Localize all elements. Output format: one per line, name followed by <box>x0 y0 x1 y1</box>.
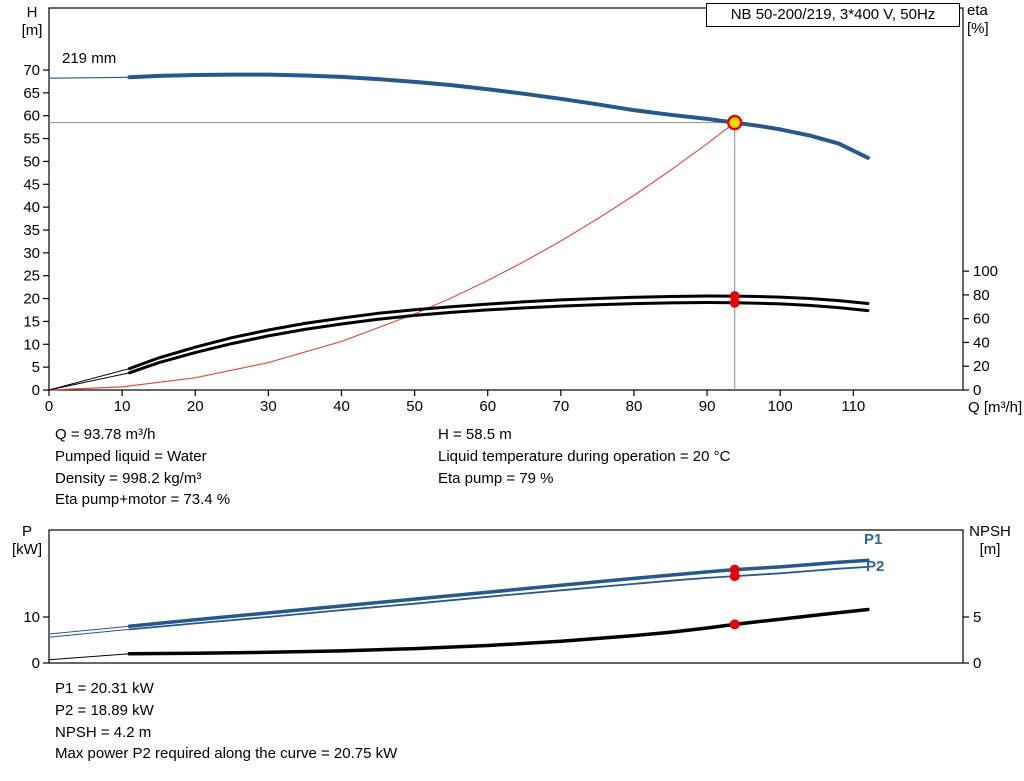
eta-tick-label: 40 <box>973 334 990 351</box>
npsh-axis-unit: [m] <box>979 541 1001 558</box>
h-tick-label: 20 <box>23 291 40 308</box>
duty-info-right: H = 58.5 m Liquid temperature during ope… <box>438 424 730 489</box>
series-eta-pump-motor-lead-in <box>48 372 130 391</box>
max-power-value: Max power P2 required along the curve = … <box>55 745 398 763</box>
series-system-curve <box>48 121 736 391</box>
head-axis-symbol: H <box>26 4 38 21</box>
head-value: H = 58.5 m <box>438 426 512 443</box>
h-tick-label: 45 <box>23 176 40 193</box>
qh-chart-frame <box>48 7 964 391</box>
power-info: P1 = 20.31 kW P2 = 18.89 kW NPSH = 4.2 m… <box>55 678 397 765</box>
eta-pump-value: Eta pump = 79 % <box>438 469 554 487</box>
p2-curve-label: P2 <box>866 558 885 575</box>
p1-curve-label: P1 <box>864 531 883 548</box>
q-tick-label: 50 <box>406 398 423 415</box>
eta-axis-unit: [%] <box>967 20 989 37</box>
h-tick-label: 15 <box>23 313 40 330</box>
q-tick-label: 70 <box>552 398 569 415</box>
q-tick-label: 10 <box>114 398 131 415</box>
h-tick-label: 55 <box>23 131 40 148</box>
h-tick-label: 10 <box>23 336 40 353</box>
h-tick-label: 70 <box>23 62 40 79</box>
impeller-diameter-label: 219 mm <box>62 50 117 67</box>
power-chart-frame <box>48 529 964 664</box>
q-tick-label: 90 <box>699 398 716 415</box>
p-tick-label: 0 <box>32 655 40 672</box>
liquid-temperature: Liquid temperature during operation = 20… <box>438 447 731 465</box>
flow-value: Q = 93.78 m³/h <box>55 426 156 443</box>
h-tick-label: 50 <box>23 153 40 170</box>
series-p1 <box>127 558 870 628</box>
q-tick-label: 100 <box>768 398 793 415</box>
duty-point-marker <box>727 114 743 131</box>
h-tick-label: 25 <box>23 268 40 285</box>
eta-axis-symbol: eta <box>967 2 988 19</box>
power-axis-symbol: P <box>21 523 32 540</box>
eta-tick-label: 80 <box>973 287 990 304</box>
series-eta-pump <box>127 294 870 371</box>
series-p1-lead-in <box>48 625 130 635</box>
npsh-tick-label: 5 <box>973 609 981 626</box>
power-axis-unit: [kW] <box>12 541 42 558</box>
eta-tick-label: 60 <box>973 311 990 328</box>
q-tick-label: 60 <box>479 398 496 415</box>
h-tick-label: 60 <box>23 108 40 125</box>
h-tick-label: 35 <box>23 222 40 239</box>
eta-pump-motor-value: Eta pump+motor = 73.4 % <box>55 491 231 509</box>
eta-tick-label: 100 <box>973 263 998 280</box>
duty-dot-p2 <box>729 571 740 582</box>
head-axis-unit: [m] <box>21 22 43 39</box>
npsh-value: NPSH = 4.2 m <box>55 723 152 741</box>
pumped-liquid: Pumped liquid = Water <box>55 447 207 465</box>
q-tick-label: 40 <box>333 398 350 415</box>
duty-dot-npsh <box>729 619 740 630</box>
series-p2-lead-in <box>48 628 130 638</box>
q-tick-label: 80 <box>626 398 643 415</box>
eta-tick-label: 0 <box>973 382 981 399</box>
series-head-lead-in <box>48 76 130 79</box>
p2-value: P2 = 18.89 kW <box>55 701 154 719</box>
h-tick-label: 65 <box>23 85 40 102</box>
h-tick-label: 5 <box>32 359 40 376</box>
y-axis-title-eta: eta [%] <box>967 2 1019 38</box>
q-tick-label: 30 <box>260 398 277 415</box>
series-npsh-lead-in <box>48 653 130 661</box>
duty-dot-eta-pump-motor <box>729 297 740 308</box>
series-head-219mm <box>127 72 870 160</box>
npsh-tick-label: 0 <box>973 655 981 672</box>
h-tick-label: 30 <box>23 245 40 262</box>
eta-tick-label: 20 <box>973 358 990 375</box>
npsh-axis-symbol: NPSH <box>969 523 1011 540</box>
pump-title-box: NB 50-200/219, 3*400 V, 50Hz <box>706 3 960 27</box>
series-p2 <box>128 566 869 631</box>
h-tick-label: 0 <box>32 382 40 399</box>
q-tick-label: 20 <box>187 398 204 415</box>
y-axis-title-npsh: NPSH [m] <box>964 523 1016 559</box>
h-tick-label: 40 <box>23 199 40 216</box>
q-tick-label: 110 <box>841 398 865 415</box>
series-eta-pump-motor <box>127 301 870 375</box>
p-tick-label: 10 <box>23 609 40 626</box>
y-axis-title-power: P [kW] <box>6 523 48 559</box>
p1-value: P1 = 20.31 kW <box>55 680 154 697</box>
density-value: Density = 998.2 kg/m³ <box>55 469 202 487</box>
y-axis-title-head: H [m] <box>12 4 52 40</box>
series-eta-pump-lead-in <box>48 368 130 391</box>
duty-info-left: Q = 93.78 m³/h Pumped liquid = Water Den… <box>55 424 230 511</box>
q-tick-label: 0 <box>45 398 53 415</box>
series-npsh <box>127 607 870 656</box>
x-axis-title: Q [m³/h] <box>968 399 1023 416</box>
